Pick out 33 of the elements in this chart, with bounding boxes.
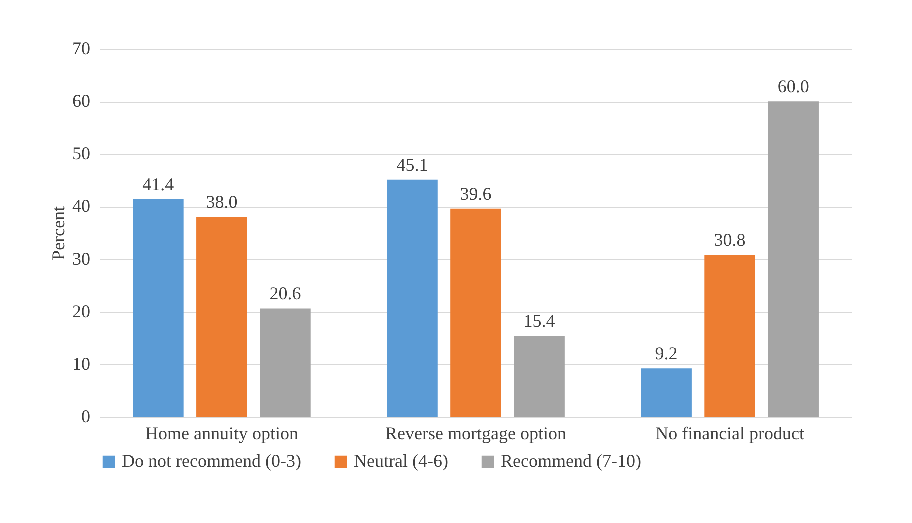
y-tick-label: 40 [72,196,90,216]
bar [704,255,756,417]
text: 41.4 [142,174,174,194]
y-tick-label: 30 [72,248,90,269]
legend-label: Neutral (4-6) [354,451,448,471]
bar [641,368,692,417]
legend-label: Do not recommend (0-3) [122,451,302,471]
bar [196,217,248,417]
text: 15.4 [524,311,556,332]
x-tick-label: No financial product [656,424,805,444]
bar [387,180,438,417]
legend-label: Recommend (7-10) [501,451,642,471]
y-tick-label: 20 [72,301,90,322]
bar [514,336,565,417]
bar [260,308,311,417]
y-tick-label: 50 [72,144,90,164]
text: 30.8 [714,230,746,250]
y-tick-label: 10 [72,354,90,374]
text: 45.1 [396,154,428,175]
y-axis-title: Percent [48,206,68,260]
x-tick-label: Home annuity option [145,424,298,444]
text: 9.2 [655,344,678,364]
text: 39.6 [460,184,492,204]
bar [450,208,502,417]
text: 60.0 [778,76,810,97]
x-tick-label: Reverse mortgage option [386,424,566,444]
text: 38.0 [206,192,238,212]
bar [768,102,819,417]
y-tick-label: 70 [72,38,90,58]
y-tick-label: 0 [82,406,90,426]
y-tick-label: 60 [72,91,90,112]
bar [133,199,184,417]
text: 20.6 [270,284,302,304]
